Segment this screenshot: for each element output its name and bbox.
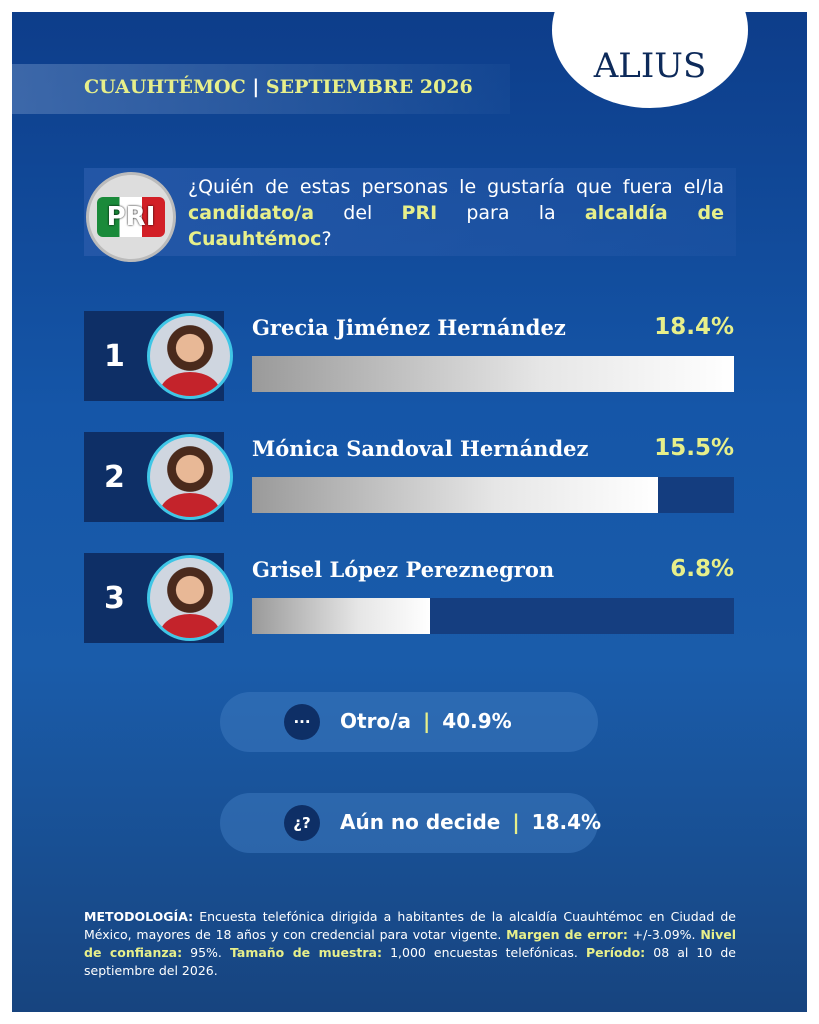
- answer-label: Aún no decide: [340, 810, 501, 834]
- question: ¿Quién de estas personas le gustaría que…: [188, 174, 724, 252]
- party-logo: PRI: [86, 172, 176, 262]
- logo: ALIUS: [552, 12, 748, 108]
- answer-value: 40.9%: [442, 709, 512, 733]
- candidate-name: Mónica Sandoval Hernández: [252, 436, 589, 461]
- photo-shirt: [160, 372, 220, 396]
- answer-text: Aún no decide | 18.4%: [340, 810, 601, 834]
- methodology-text: 08 al 10 de septiembre del 2026.: [84, 945, 736, 978]
- bar: [252, 598, 431, 634]
- methodology-label: METODOLOGÍA:: [84, 909, 194, 924]
- answer-value: 18.4%: [531, 810, 602, 834]
- methodology-label: Margen de error:: [506, 927, 628, 942]
- question-part: ¿Quién de estas personas le gustaría que…: [188, 176, 724, 198]
- methodology-text: +/-3.09%.: [627, 927, 701, 942]
- candidate-name: Grisel López Pereznegron: [252, 557, 555, 582]
- methodology-text: 1,000 encuestas telefónicas.: [382, 945, 586, 960]
- bar: [252, 477, 659, 513]
- header-text: CUAUHTÉMOC | SEPTIEMBRE 2026: [84, 76, 473, 98]
- photo-shirt: [160, 493, 220, 517]
- separator: |: [512, 810, 520, 834]
- answer-icon: ¿?: [284, 805, 320, 841]
- methodology-label: Período:: [585, 945, 646, 960]
- rank-number: 3: [104, 581, 125, 616]
- separator: |: [422, 709, 431, 733]
- methodology: METODOLOGÍA: Encuesta telefónica dirigid…: [84, 908, 736, 980]
- question-part: candidato/a: [188, 202, 315, 224]
- methodology-label: Tamaño de muestra:: [229, 945, 382, 960]
- question-part: alcaldía de Cuauhtémoc: [188, 202, 725, 250]
- header: CUAUHTÉMOC | SEPTIEMBRE 2026: [12, 64, 510, 114]
- rank-number: 2: [104, 460, 125, 495]
- bar: [252, 356, 734, 392]
- question-part: del: [314, 202, 402, 224]
- party-logo-text: PRI: [97, 197, 165, 237]
- question-part: ?: [321, 228, 332, 250]
- methodology-label: Nivel de confianza:: [84, 927, 736, 960]
- question-part: para la: [437, 202, 585, 224]
- photo-shirt: [160, 614, 220, 638]
- place: CUAUHTÉMOC: [84, 76, 246, 98]
- question-part: PRI: [401, 202, 438, 224]
- question-box: [84, 168, 736, 256]
- answer-icon: ···: [284, 704, 320, 740]
- methodology-text: Encuesta telefónica dirigida a habitante…: [84, 909, 736, 942]
- photo: [147, 434, 233, 520]
- answer-pill: ··· Otro/a | 40.9%: [220, 692, 598, 752]
- value-label: 6.8%: [670, 556, 734, 582]
- answer-text: Otro/a | 40.9%: [340, 709, 512, 733]
- photo: [147, 555, 233, 641]
- answer-label: Otro/a: [340, 709, 411, 733]
- candidate-name: Grecia Jiménez Hernández: [252, 315, 566, 340]
- photo: [147, 313, 233, 399]
- value-label: 18.4%: [654, 314, 734, 340]
- answer-pill: ¿? Aún no decide | 18.4%: [220, 793, 601, 853]
- methodology-text: 95%.: [182, 945, 230, 960]
- rank-number: 1: [104, 339, 125, 374]
- logo-text: ALIUS: [593, 46, 707, 86]
- date: SEPTIEMBRE 2026: [265, 76, 473, 98]
- value-label: 15.5%: [654, 435, 734, 461]
